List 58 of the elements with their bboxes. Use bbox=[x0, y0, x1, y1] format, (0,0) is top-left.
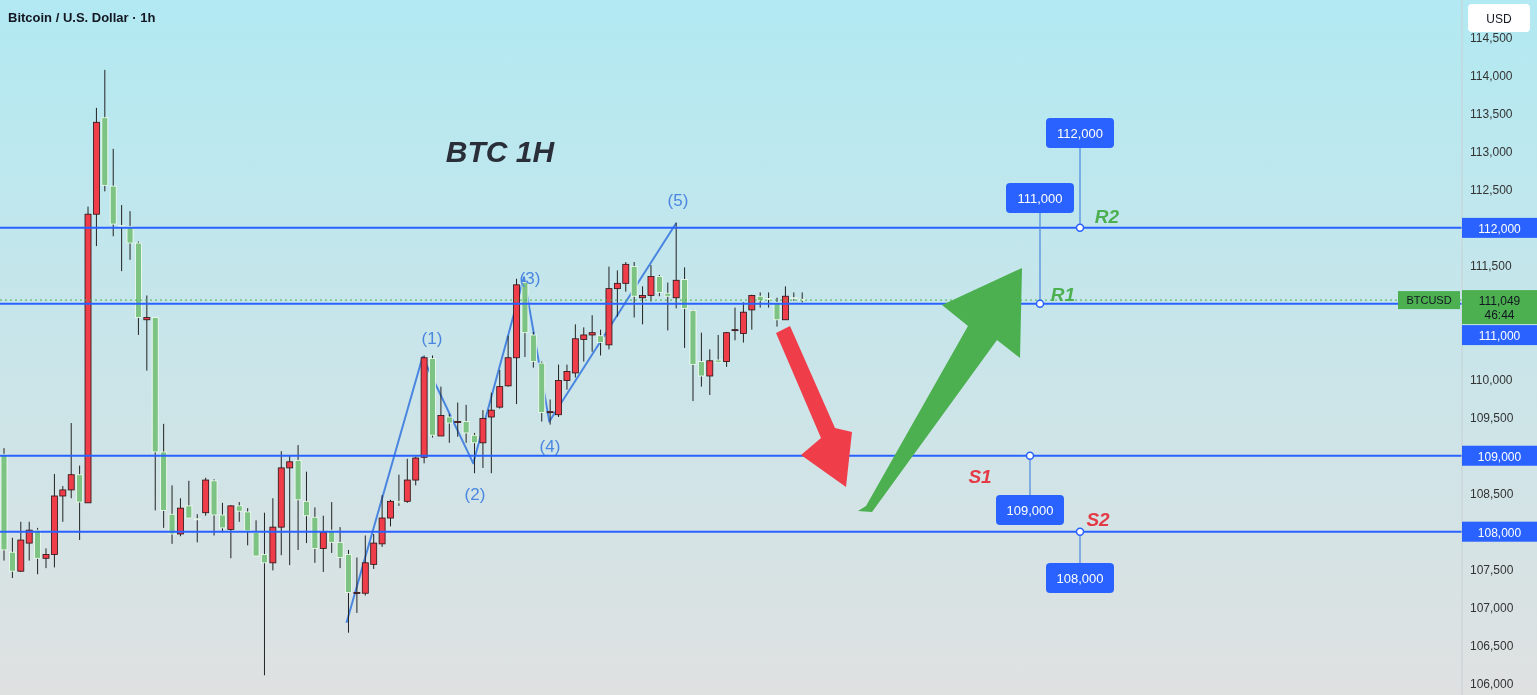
ref-line-label: 108,000 bbox=[1477, 525, 1522, 540]
candlestick bbox=[773, 297, 781, 328]
y-axis-title: USD bbox=[1486, 12, 1512, 26]
candlestick bbox=[168, 484, 176, 545]
annotation: 111,000 bbox=[1017, 191, 1063, 206]
candlestick bbox=[319, 515, 327, 573]
y-tick-label: 114,000 bbox=[1470, 69, 1513, 84]
text: 46:44 bbox=[1484, 308, 1515, 323]
candlestick bbox=[672, 222, 680, 309]
y-tick-label: 106,000 bbox=[1470, 676, 1514, 691]
annotation: 109,000 bbox=[1006, 503, 1054, 518]
y-tick-label: 107,500 bbox=[1470, 562, 1514, 577]
candlestick bbox=[445, 413, 453, 444]
candlestick bbox=[471, 432, 478, 474]
candlestick bbox=[454, 402, 462, 438]
annotation: (2) bbox=[464, 485, 486, 504]
y-tick-label: 111,500 bbox=[1470, 259, 1512, 274]
candlestick bbox=[67, 422, 75, 499]
y-tick-label: 113,000 bbox=[1470, 145, 1513, 160]
y-tick-label: 113,500 bbox=[1470, 107, 1513, 122]
ref-line-label: 111,000 bbox=[1478, 329, 1521, 344]
candlestick bbox=[706, 348, 714, 396]
candlestick bbox=[655, 274, 663, 297]
y-tick-label: 108,500 bbox=[1470, 486, 1514, 501]
y-tick-label: 106,500 bbox=[1470, 638, 1514, 653]
y-tick-label: 109,500 bbox=[1470, 411, 1514, 426]
annotation: 112,000 bbox=[1056, 126, 1104, 141]
candlestick bbox=[664, 282, 672, 331]
y-tick-label: 114,500 bbox=[1470, 31, 1513, 46]
ref-line-label: 109,000 bbox=[1477, 449, 1522, 464]
candlestick bbox=[303, 471, 310, 544]
annotation: R2 bbox=[1094, 206, 1120, 227]
annotation: BTC 1H bbox=[445, 135, 556, 168]
annotation: (5) bbox=[667, 191, 689, 210]
candlestick bbox=[395, 474, 403, 507]
annotation: S2 bbox=[1086, 509, 1111, 530]
candlestick bbox=[227, 504, 235, 559]
candlestick bbox=[714, 334, 722, 363]
annotation: 108,000 bbox=[1056, 571, 1104, 586]
candlestick bbox=[597, 329, 604, 356]
ref-line-label: 112,000 bbox=[1478, 221, 1522, 236]
candlestick bbox=[437, 386, 445, 437]
candlestick bbox=[9, 537, 16, 579]
candlestick bbox=[462, 404, 470, 444]
candlestick bbox=[588, 314, 596, 353]
y-tick-label: 107,000 bbox=[1470, 600, 1514, 615]
annotation: S1 bbox=[968, 466, 992, 487]
ref-line-label: BTCUSD bbox=[1406, 294, 1452, 307]
text: 111,049 bbox=[1478, 294, 1521, 309]
annotation: (1) bbox=[421, 329, 443, 348]
y-tick-label: 110,000 bbox=[1470, 373, 1513, 388]
candlestick bbox=[143, 294, 151, 372]
annotation: R1 bbox=[1050, 284, 1076, 305]
y-tick-label: 112,500 bbox=[1470, 183, 1513, 198]
annotation: (3) bbox=[519, 269, 541, 288]
candlestick bbox=[487, 392, 495, 474]
text: Bitcoin / U.S. Dollar · 1h bbox=[8, 10, 156, 25]
annotation: (4) bbox=[539, 437, 561, 456]
